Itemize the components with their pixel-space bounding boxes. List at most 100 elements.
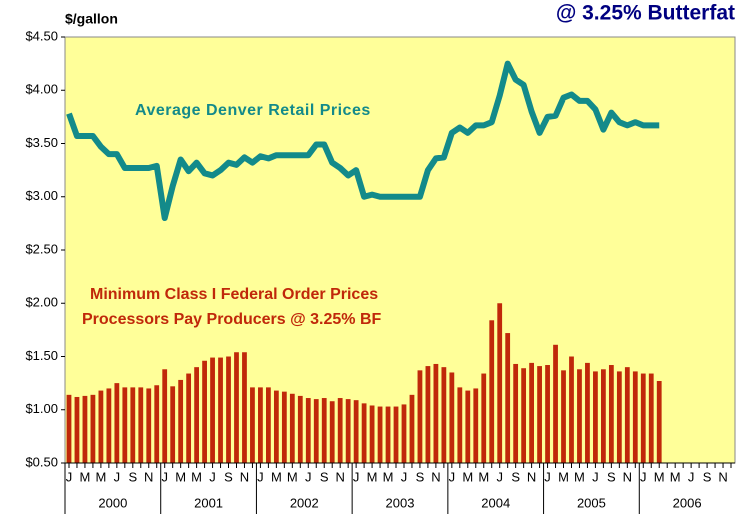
bar [345,399,351,463]
y-axis-label: $/gallon [65,11,118,27]
bar [465,390,471,463]
bar [170,386,176,463]
bar [281,391,287,463]
x-tick-label: M [670,469,681,484]
bar [353,400,359,463]
bar [537,366,542,463]
bar [624,367,630,463]
x-tick-label: S [607,469,616,484]
x-tick-label: M [287,469,298,484]
x-tick-label: J [592,469,599,484]
bar [585,362,590,463]
x-tick-label: J [544,469,551,484]
x-tick-label: J [66,469,73,484]
plot-area [64,36,736,464]
year-label: 2005 [577,495,606,510]
bar [138,387,144,463]
bar [561,370,566,463]
x-tick-label: J [257,469,264,484]
x-tick-label: M [654,469,665,484]
bar [385,406,391,463]
x-tick-label: M [478,469,489,484]
bar [425,366,431,463]
bar [234,352,239,463]
bar [202,360,207,463]
bar [569,356,574,463]
bar [648,373,654,463]
bar [481,373,487,463]
year-label: 2003 [386,495,415,510]
bar [313,399,319,463]
bar [146,388,152,463]
year-label: 2006 [673,495,702,510]
bar [377,406,383,463]
series-label: Minimum Class I Federal Order Prices [90,286,378,303]
bar [441,367,447,463]
bar [321,398,327,463]
bar [74,396,80,463]
x-tick-label: M [191,469,202,484]
bar [242,352,247,463]
bar [289,393,295,463]
y-tick-label: $1.50 [25,348,58,363]
bar [106,388,112,463]
x-tick-label: M [574,469,585,484]
x-tick-label: S [416,469,425,484]
bar [545,365,550,463]
bar [393,406,399,463]
x-tick-label: S [511,469,520,484]
bar [114,383,120,463]
bar [505,333,511,463]
bar [553,344,558,463]
bar [194,367,199,463]
y-tick-label: $2.50 [25,241,58,256]
series-label: Processors Pay Producers @ 3.25% BF [82,311,382,328]
bar [90,394,96,463]
bar [593,371,598,463]
x-tick-label: J [496,469,503,484]
x-tick-label: J [449,469,456,484]
bar [130,387,136,463]
bar [401,404,407,463]
bar [489,320,495,463]
bar [513,363,519,463]
x-tick-label: N [335,469,344,484]
bar [361,403,367,463]
bar [608,365,614,463]
x-tick-label: M [462,469,473,484]
bar [656,380,662,463]
bar [82,395,88,463]
bar [186,373,192,463]
year-label: 2004 [481,495,510,510]
year-label: 2002 [290,495,319,510]
bar [266,387,271,463]
bar [273,390,279,463]
x-tick-label: J [401,469,408,484]
x-tick-label: M [175,469,186,484]
x-tick-label: S [128,469,137,484]
y-tick-label: $2.00 [25,295,58,310]
bar [162,369,168,463]
bar [122,387,128,463]
bar [218,357,223,463]
bar [369,405,375,463]
y-tick-label: $3.50 [25,135,58,150]
bar [616,371,622,463]
x-tick-label: J [640,469,647,484]
x-tick-label: M [80,469,91,484]
x-tick-label: M [271,469,282,484]
chart-title: @ 3.25% Butterfat [556,2,735,25]
bar [521,368,527,463]
x-tick-label: J [161,469,168,484]
bar [417,370,423,463]
bar [210,357,215,463]
x-tick-label: N [527,469,536,484]
x-tick-label: J [305,469,312,484]
x-tick-label: N [431,469,440,484]
bar [226,356,231,463]
bar [98,390,104,463]
bar [497,303,503,463]
bar [66,394,72,463]
x-tick-label: J [209,469,216,484]
